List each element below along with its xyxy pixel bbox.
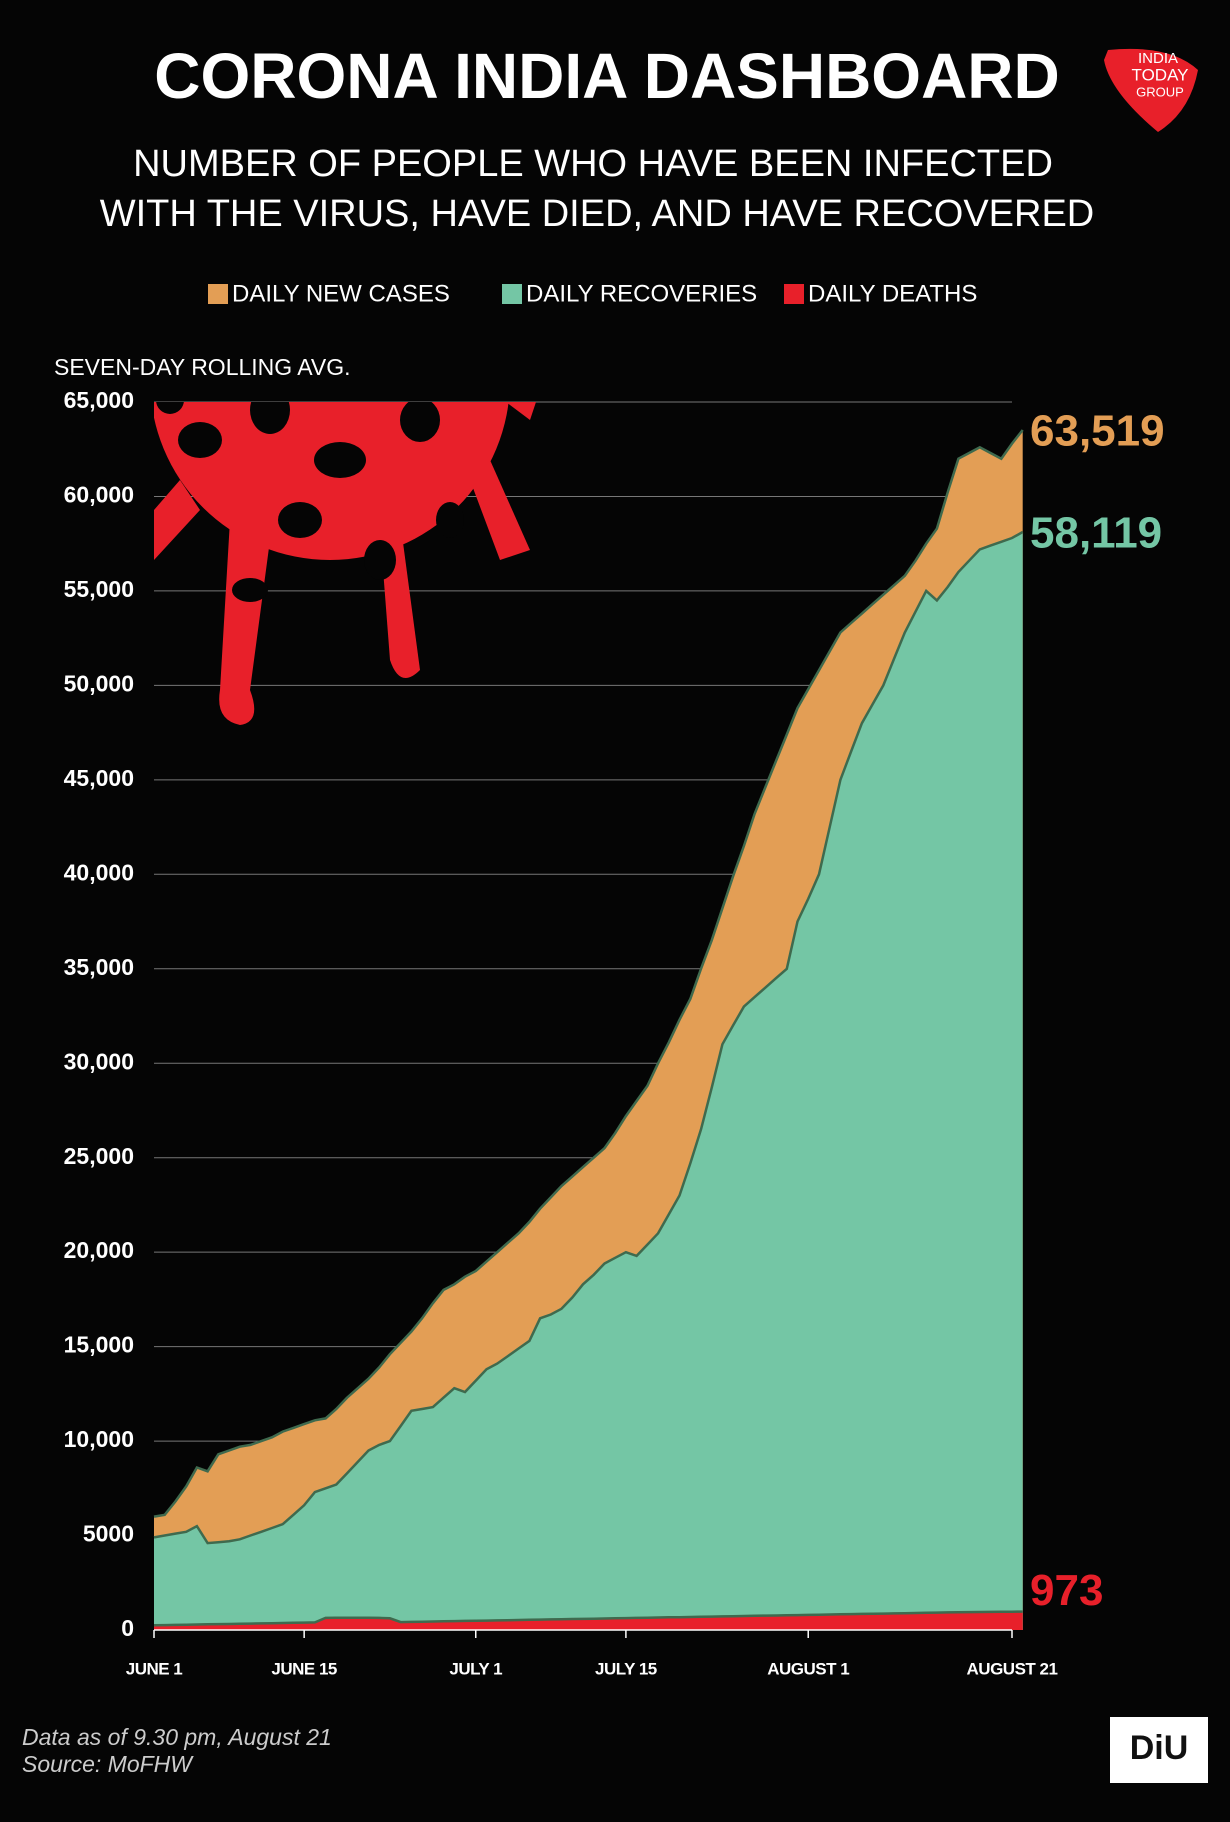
y-tick-label: 15,000 bbox=[64, 1332, 134, 1358]
legend-swatch bbox=[784, 284, 804, 304]
y-tick-label: 10,000 bbox=[64, 1426, 134, 1452]
y-tick-label: 45,000 bbox=[64, 765, 134, 791]
x-tick-label: JULY 1 bbox=[449, 1659, 502, 1678]
y-tick-label: 5000 bbox=[83, 1521, 134, 1547]
x-tick-label: JUNE 15 bbox=[271, 1659, 337, 1678]
area bbox=[154, 1611, 1023, 1630]
logo-text: DiU bbox=[1130, 1729, 1189, 1767]
y-tick-label: 20,000 bbox=[64, 1237, 134, 1263]
logo: INDIA TODAY GROUP bbox=[1104, 48, 1198, 132]
legend-label: DAILY RECOVERIES bbox=[526, 280, 757, 307]
area-line bbox=[153, 530, 1024, 1545]
chart-title: CORONA INDIA DASHBOARD bbox=[154, 40, 1059, 112]
area-line bbox=[153, 429, 1024, 1518]
area-line bbox=[153, 1610, 1023, 1627]
legend: DAILY NEW CASES DAILY RECOVERIES DAILY DEA… bbox=[208, 280, 977, 307]
y-tick-label: 65,000 bbox=[64, 387, 134, 413]
chart-subtitle: NUMBER OF PEOPLE WHO HAVE BEEN INFECTED bbox=[133, 143, 1053, 185]
y-tick-label: 55,000 bbox=[64, 576, 134, 602]
logo-shape bbox=[1104, 48, 1198, 132]
logo-text: TODAY bbox=[1132, 65, 1189, 84]
x-tick-label: JUNE 1 bbox=[126, 1659, 183, 1678]
y-tick-label: 30,000 bbox=[64, 1048, 134, 1074]
legend-label: DAILY NEW CASES bbox=[232, 280, 450, 307]
chart-subtitle: WITH THE VIRUS, HAVE DIED, AND HAVE RECO… bbox=[100, 193, 1095, 235]
logo: DiU bbox=[1110, 1717, 1208, 1783]
y-tick-label: 60,000 bbox=[64, 482, 134, 508]
x-tick-label: AUGUST 1 bbox=[767, 1659, 849, 1678]
legend-swatch bbox=[208, 284, 228, 304]
x-tick-label: AUGUST 21 bbox=[967, 1659, 1058, 1678]
x-tick-label: JULY 15 bbox=[595, 1659, 657, 1678]
logo-text: GROUP bbox=[1136, 84, 1184, 99]
end-label: 973 bbox=[1030, 1566, 1103, 1615]
end-label: 63,519 bbox=[1030, 407, 1165, 456]
end-label: 58,119 bbox=[1030, 509, 1162, 558]
logo-text: INDIA bbox=[1138, 50, 1178, 67]
y-axis-label: SEVEN-DAY ROLLING AVG. bbox=[54, 354, 351, 380]
area bbox=[154, 532, 1023, 1630]
footnote: Source: MoFHW bbox=[22, 1751, 194, 1777]
footnote: Data as of 9.30 pm, August 21 bbox=[22, 1724, 332, 1750]
y-tick-label: 40,000 bbox=[64, 859, 134, 885]
y-tick-label: 0 bbox=[121, 1615, 134, 1641]
legend-swatch bbox=[502, 284, 522, 304]
y-tick-label: 25,000 bbox=[64, 1143, 134, 1169]
y-tick-label: 35,000 bbox=[64, 954, 134, 980]
plot-area: 63,519 58,119 973 JUNE 1 JUNE 15 JULY 1 JULY 1… bbox=[126, 407, 1165, 1679]
logo-box bbox=[1110, 1717, 1208, 1783]
legend-label: DAILY DEATHS bbox=[808, 280, 977, 307]
y-tick-label: 50,000 bbox=[64, 670, 134, 696]
virus-illustration bbox=[154, 402, 536, 725]
